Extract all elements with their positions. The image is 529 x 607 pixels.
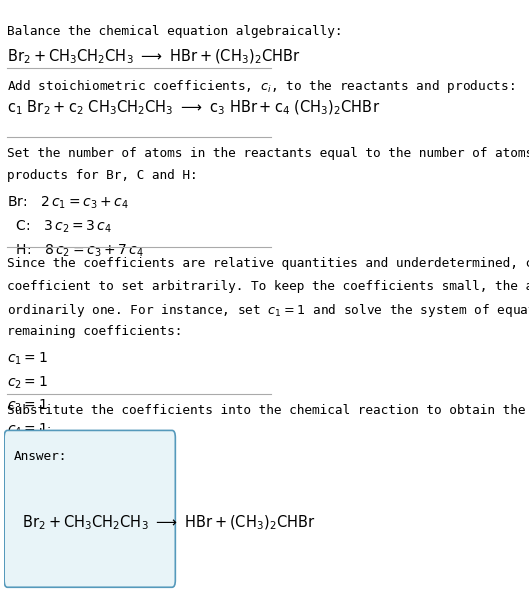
Text: $\mathrm{c_1\ Br_2 + c_2\ CH_3CH_2CH_3 \ \longrightarrow \ c_3\ HBr + c_4\ (CH_3: $\mathrm{c_1\ Br_2 + c_2\ CH_3CH_2CH_3 \… <box>7 98 380 117</box>
Text: remaining coefficients:: remaining coefficients: <box>7 325 183 338</box>
Text: Add stoichiometric coefficients, $c_i$, to the reactants and products:: Add stoichiometric coefficients, $c_i$, … <box>7 78 515 95</box>
Text: C:   $3\,c_2 = 3\,c_4$: C: $3\,c_2 = 3\,c_4$ <box>7 219 113 235</box>
Text: Answer:: Answer: <box>13 450 67 463</box>
FancyBboxPatch shape <box>4 430 175 587</box>
Text: $c_4 = 1$: $c_4 = 1$ <box>7 422 48 438</box>
Text: $c_2 = 1$: $c_2 = 1$ <box>7 374 48 390</box>
Text: coefficient to set arbitrarily. To keep the coefficients small, the arbitrary va: coefficient to set arbitrarily. To keep … <box>7 280 529 293</box>
Text: products for Br, C and H:: products for Br, C and H: <box>7 169 198 182</box>
Text: H:   $8\,c_2 = c_3 + 7\,c_4$: H: $8\,c_2 = c_3 + 7\,c_4$ <box>7 242 144 259</box>
Text: $\mathrm{Br_2 + CH_3CH_2CH_3 \ \longrightarrow \ HBr + (CH_3)_2CHBr}$: $\mathrm{Br_2 + CH_3CH_2CH_3 \ \longrigh… <box>7 47 301 66</box>
Text: Substitute the coefficients into the chemical reaction to obtain the balanced: Substitute the coefficients into the che… <box>7 404 529 417</box>
Text: Set the number of atoms in the reactants equal to the number of atoms in the: Set the number of atoms in the reactants… <box>7 147 529 160</box>
Text: Br:   $2\,c_1 = c_3 + c_4$: Br: $2\,c_1 = c_3 + c_4$ <box>7 194 129 211</box>
Text: $c_1 = 1$: $c_1 = 1$ <box>7 350 48 367</box>
Text: equation:: equation: <box>7 427 76 440</box>
Text: $c_3 = 1$: $c_3 = 1$ <box>7 398 48 415</box>
Text: $\mathrm{Br_2 + CH_3CH_2CH_3 \ \longrightarrow \ HBr + (CH_3)_2CHBr}$: $\mathrm{Br_2 + CH_3CH_2CH_3 \ \longrigh… <box>22 514 316 532</box>
Text: ordinarily one. For instance, set $c_1 = 1$ and solve the system of equations fo: ordinarily one. For instance, set $c_1 =… <box>7 302 529 319</box>
Text: Balance the chemical equation algebraically:: Balance the chemical equation algebraica… <box>7 25 343 38</box>
Text: Since the coefficients are relative quantities and underdetermined, choose a: Since the coefficients are relative quan… <box>7 257 529 270</box>
